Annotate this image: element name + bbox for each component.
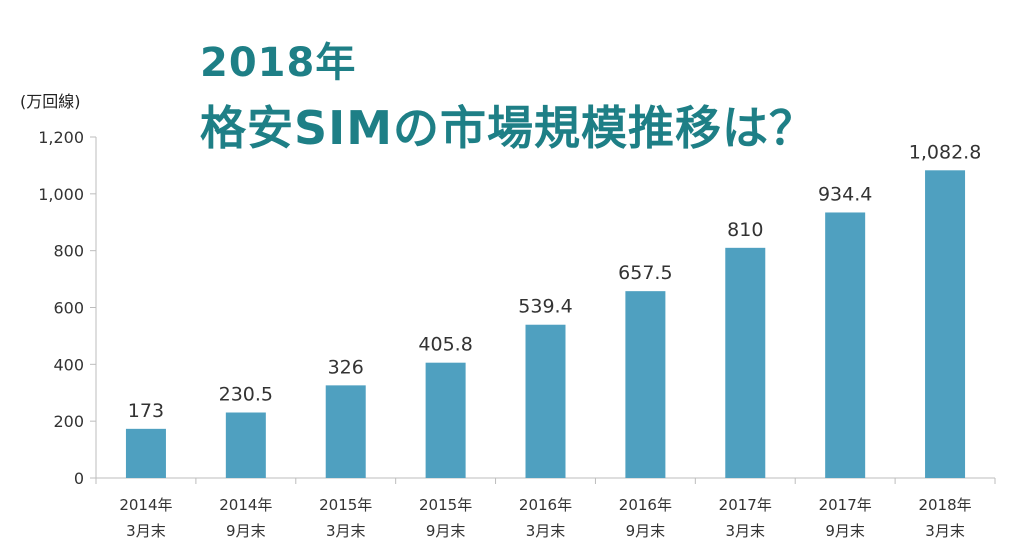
y-tick-label: 800: [53, 242, 84, 261]
x-category-label: 2015年: [319, 496, 372, 514]
bar: [425, 362, 466, 478]
x-category-label: 2016年: [619, 496, 672, 514]
x-category-label: 9月末: [226, 522, 266, 540]
y-tick-label: 0: [74, 469, 84, 488]
x-category-label: 3月末: [726, 522, 766, 540]
bar: [625, 291, 666, 478]
data-label: 173: [128, 400, 164, 422]
data-label: 230.5: [219, 383, 273, 405]
x-category-label: 9月末: [626, 522, 666, 540]
bar: [525, 324, 566, 478]
x-category-label: 9月末: [426, 522, 466, 540]
bar: [225, 412, 266, 478]
data-label: 326: [328, 356, 364, 378]
y-axis-unit-label: (万回線): [20, 92, 81, 111]
x-category-label: 2015年: [419, 496, 472, 514]
y-tick-label: 1,200: [38, 128, 84, 147]
x-category-label: 3月末: [925, 522, 965, 540]
data-label: 934.4: [818, 183, 872, 205]
x-category-label: 3月末: [526, 522, 566, 540]
bar: [725, 247, 766, 478]
chart-title-line-2: 格安SIMの市場規模推移は？: [200, 101, 817, 155]
x-category-label: 2016年: [519, 496, 572, 514]
data-label: 539.4: [518, 296, 572, 318]
y-tick-label: 1,000: [38, 185, 84, 204]
bar: [125, 428, 166, 478]
x-category-label: 2017年: [819, 496, 872, 514]
x-category-label: 2014年: [219, 496, 272, 514]
data-label: 405.8: [418, 334, 472, 356]
x-category-label: 3月末: [326, 522, 366, 540]
y-tick-label: 400: [53, 355, 84, 374]
y-tick-label: 600: [53, 299, 84, 318]
chart-title-line-1: 2018年: [200, 40, 357, 86]
x-category-label: 2017年: [719, 496, 772, 514]
y-tick-label: 200: [53, 412, 84, 431]
x-category-label: 9月末: [825, 522, 865, 540]
x-category-label: 2014年: [119, 496, 172, 514]
data-label: 1,082.8: [909, 141, 982, 163]
x-category-label: 2018年: [918, 496, 971, 514]
x-category-label: 3月末: [126, 522, 166, 540]
data-label: 810: [727, 219, 763, 241]
bar: [925, 170, 966, 479]
bar: [825, 212, 866, 478]
data-label: 657.5: [618, 262, 672, 284]
bar: [325, 385, 366, 478]
